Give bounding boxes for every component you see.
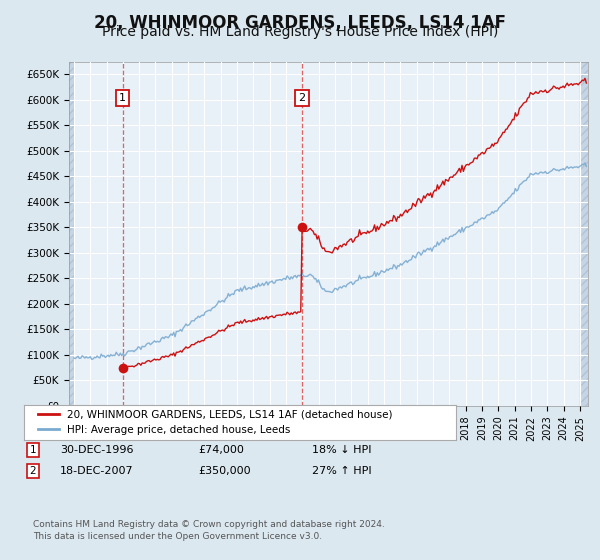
Text: 1: 1 — [29, 445, 37, 455]
Text: 2: 2 — [29, 466, 37, 476]
Bar — [580, 62, 600, 406]
Text: This data is licensed under the Open Government Licence v3.0.: This data is licensed under the Open Gov… — [33, 532, 322, 541]
Text: 27% ↑ HPI: 27% ↑ HPI — [312, 466, 371, 476]
Text: 2: 2 — [298, 93, 305, 103]
Text: 18% ↓ HPI: 18% ↓ HPI — [312, 445, 371, 455]
Text: 18-DEC-2007: 18-DEC-2007 — [60, 466, 134, 476]
Text: 30-DEC-1996: 30-DEC-1996 — [60, 445, 133, 455]
Text: 20, WHINMOOR GARDENS, LEEDS, LS14 1AF: 20, WHINMOOR GARDENS, LEEDS, LS14 1AF — [94, 14, 506, 32]
Text: Contains HM Land Registry data © Crown copyright and database right 2024.: Contains HM Land Registry data © Crown c… — [33, 520, 385, 529]
Legend: 20, WHINMOOR GARDENS, LEEDS, LS14 1AF (detached house), HPI: Average price, deta: 20, WHINMOOR GARDENS, LEEDS, LS14 1AF (d… — [34, 405, 397, 439]
Text: £74,000: £74,000 — [198, 445, 244, 455]
Bar — [69, 62, 74, 406]
Text: £350,000: £350,000 — [198, 466, 251, 476]
Text: 1: 1 — [119, 93, 126, 103]
Text: Price paid vs. HM Land Registry's House Price Index (HPI): Price paid vs. HM Land Registry's House … — [102, 25, 498, 39]
